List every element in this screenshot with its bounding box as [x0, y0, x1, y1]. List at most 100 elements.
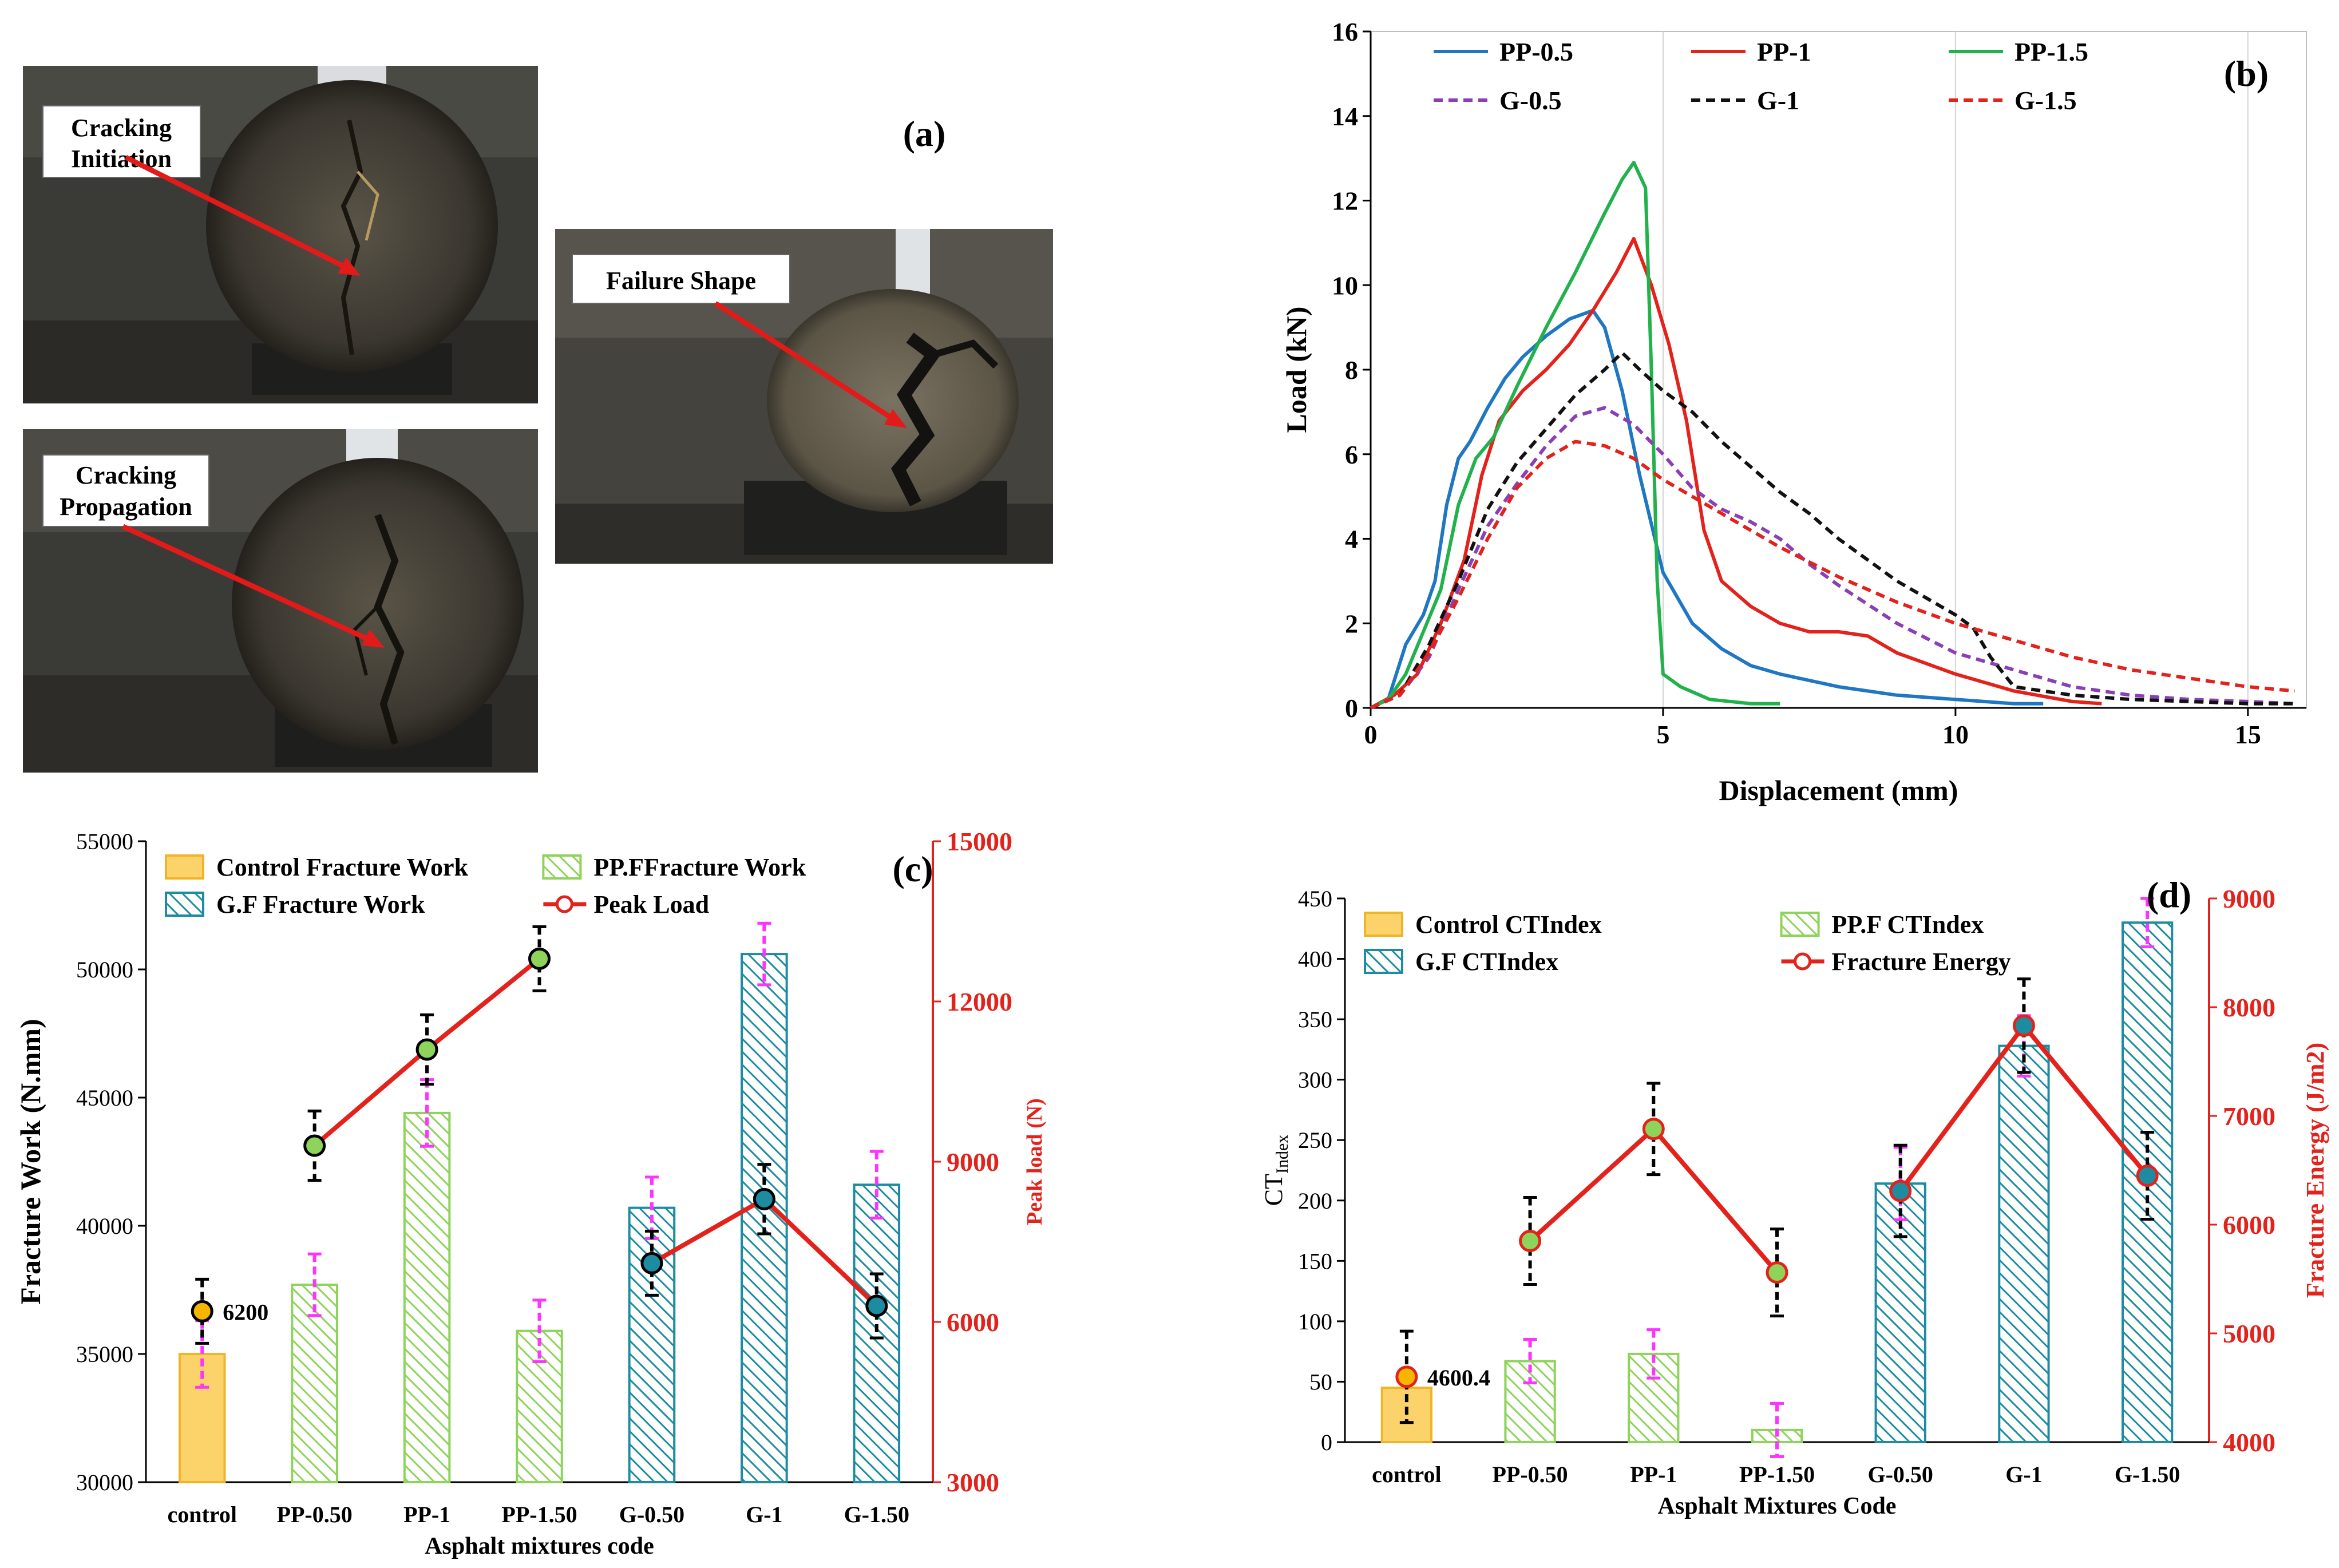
y-tick-label: 6 [1345, 440, 1358, 469]
line-marker [1766, 1261, 1788, 1284]
panel-label: (d) [2147, 874, 2191, 915]
x-tick-label: PP-1 [403, 1502, 450, 1527]
x-axis-title: Asphalt mixtures code [425, 1533, 654, 1559]
y-tick-label: 300 [1298, 1067, 1332, 1093]
series-line-pp-1 [1370, 237, 2102, 710]
y2-tick-label: 6000 [2223, 1210, 2275, 1240]
legend-label: PP.FFracture Work [593, 853, 806, 881]
legend-label: G.F CTIndex [1415, 948, 1558, 976]
legend-label: Control Fracture Work [216, 853, 468, 881]
legend-label: Fracture Energy [1832, 948, 2011, 976]
initiation-callout-line1: Cracking [71, 114, 172, 142]
x-tick-label: G-0.50 [1867, 1462, 1933, 1487]
legend-swatch [1364, 949, 1403, 974]
initiation-callout-line2: Initiation [71, 145, 172, 173]
control-value-label: 4600.4 [1427, 1365, 1490, 1391]
line-marker [1519, 1230, 1542, 1252]
series-line-g-05 [1370, 406, 2295, 710]
y-tick-label: 35000 [76, 1341, 133, 1367]
y-tick-label: 40000 [76, 1213, 133, 1239]
bar-control [1380, 1387, 1433, 1443]
failure-arrow [714, 301, 897, 423]
y-tick-label: 2 [1345, 609, 1358, 638]
bar-g-1 [1998, 1044, 2050, 1443]
x-tick-label: G-1.50 [844, 1502, 909, 1527]
y-tick-label: 12 [1332, 187, 1358, 216]
legend-swatch [165, 854, 204, 880]
y-tick-label: 16 [1332, 17, 1358, 46]
legend-label: G-0.5 [1499, 86, 1562, 115]
legend-swatch [165, 892, 204, 917]
x-tick-label: PP-1.50 [1739, 1462, 1815, 1487]
line-marker [2012, 1014, 2035, 1037]
y-tick-label: 0 [1321, 1430, 1332, 1455]
x-tick-label: G-1 [746, 1502, 782, 1527]
y-tick-label: 4 [1345, 525, 1358, 554]
x-tick-label: 15 [2235, 720, 2261, 749]
bar-pp-1 [403, 1111, 451, 1483]
series-line-pp-15 [1370, 161, 1780, 710]
y-tick-label: 350 [1298, 1007, 1332, 1032]
line-marker [528, 947, 551, 970]
legend-label: G-1.5 [2015, 86, 2077, 115]
line-marker [191, 1300, 213, 1322]
y-axis-title-subscript: Index [1273, 1135, 1292, 1174]
y-axis-title: Load (kN) [1280, 307, 1312, 433]
legend-label: Control CTIndex [1415, 910, 1602, 939]
bar-pp-050 [291, 1284, 338, 1484]
y-tick-label: 250 [1298, 1127, 1332, 1153]
y-axis-title-main: CT [1260, 1174, 1288, 1206]
legend-label: Peak Load [593, 890, 709, 918]
y2-tick-label: 3000 [947, 1468, 999, 1497]
y-axis-title: Fracture Work (N.mm) [14, 1019, 46, 1304]
legend-label: G.F Fracture Work [216, 890, 425, 918]
y-tick-label: 10 [1332, 271, 1358, 300]
panel-b-label: (b) [2224, 53, 2269, 94]
legend-swatch-marker [555, 895, 573, 913]
x-tick-label: PP-1.50 [501, 1502, 577, 1527]
x-tick-label: PP-0.50 [277, 1502, 353, 1527]
y2-tick-label: 12000 [947, 987, 1012, 1016]
x-tick-label: G-1.50 [2115, 1462, 2180, 1487]
x-tick-label: control [167, 1502, 236, 1527]
propagation-callout-line1: Cracking [76, 461, 176, 489]
legend-swatch [542, 854, 582, 880]
y-tick-label: 450 [1298, 886, 1332, 912]
y-tick-label: 200 [1298, 1188, 1332, 1214]
line-marker [865, 1294, 888, 1317]
line-marker [640, 1252, 663, 1274]
failure-arrowhead [884, 409, 907, 428]
y2-axis-title: Peak load (N) [1023, 1098, 1047, 1225]
legend-swatch [1780, 912, 1820, 937]
photo-cracking-propagation: Cracking Propagation [23, 429, 538, 773]
y-tick-label: 45000 [76, 1085, 133, 1111]
y-tick-label: 100 [1298, 1309, 1332, 1335]
y-axis-title: CTIndex [1260, 1135, 1292, 1206]
chart-fracture-work: 30000 35000 40000 45000 50000 55000 3000 6000 90… [14, 827, 1047, 1559]
legend-label: PP-0.5 [1499, 37, 1573, 66]
series-line-g-15 [1370, 439, 2295, 710]
bar-g-150 [853, 1183, 901, 1484]
line-marker [1889, 1179, 1912, 1202]
x-tick-label: G-0.50 [619, 1502, 684, 1527]
legend-swatch [1364, 912, 1403, 937]
y2-tick-label: 4000 [2223, 1428, 2275, 1457]
x-axis-title: Asphalt Mixtures Code [1658, 1493, 1897, 1519]
bar-pp-050 [1504, 1360, 1556, 1444]
x-tick-label: 10 [1942, 720, 1969, 749]
initiation-arrow [124, 155, 351, 272]
failure-callout: Failure Shape [606, 267, 756, 295]
x-tick-label: G-1 [2005, 1462, 2042, 1487]
line-marker [753, 1187, 775, 1210]
y-tick-label: 150 [1298, 1248, 1332, 1274]
bar-pp-1 [1628, 1352, 1680, 1444]
y2-tick-label: 8000 [2223, 993, 2275, 1022]
y2-tick-label: 7000 [2223, 1102, 2275, 1131]
x-tick-label: control [1372, 1462, 1441, 1487]
propagation-arrowhead [362, 629, 385, 648]
y2-tick-label: 15000 [947, 827, 1012, 856]
x-tick-label: PP-0.50 [1492, 1462, 1568, 1487]
y-tick-label: 0 [1345, 694, 1358, 723]
legend-label: PP.F CTIndex [1832, 910, 1984, 939]
